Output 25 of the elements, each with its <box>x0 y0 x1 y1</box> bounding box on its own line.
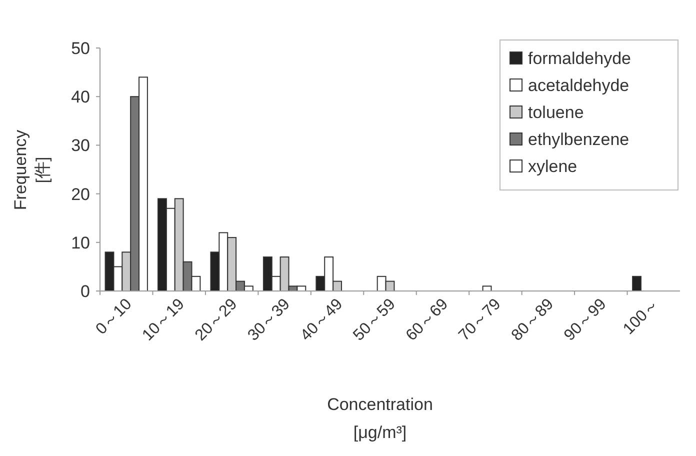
x-tick-label: 20～29 <box>192 296 241 344</box>
y-tick-label: 0 <box>80 282 90 301</box>
x-tick-label: 70～79 <box>456 296 504 344</box>
x-tick-label: 30～39 <box>244 296 294 344</box>
y-axis-title: Frequency [件] <box>11 129 52 210</box>
y-tick-label: 10 <box>71 233 90 252</box>
bar <box>632 276 642 292</box>
x-tick-label: 60～69 <box>403 296 452 344</box>
y-tick-label: 50 <box>71 38 90 58</box>
y-tick-label: 20 <box>71 184 90 204</box>
x-tick-label: 0～10 <box>92 296 136 338</box>
y-tick-label: 40 <box>71 88 90 107</box>
legend-label: formaldehyde <box>528 48 632 68</box>
y-tick-label: 30 <box>71 136 90 156</box>
x-tick-label: 100～ <box>620 296 662 338</box>
legend-label: toluene <box>528 102 584 122</box>
x-tick-label: 10～19 <box>139 296 188 344</box>
legend-label: ethylbenzene <box>528 130 630 149</box>
x-tick-label: 50～59 <box>350 296 399 344</box>
x-axis-title: Concentration [μg/m³] <box>327 395 433 442</box>
x-tick-label: 40～49 <box>298 296 346 344</box>
legend-label: acetaldehyde <box>528 76 630 95</box>
x-tick-label: 80～89 <box>508 296 558 344</box>
legend-label: xylene <box>528 156 578 176</box>
x-tick-label: 90～99 <box>561 296 610 344</box>
